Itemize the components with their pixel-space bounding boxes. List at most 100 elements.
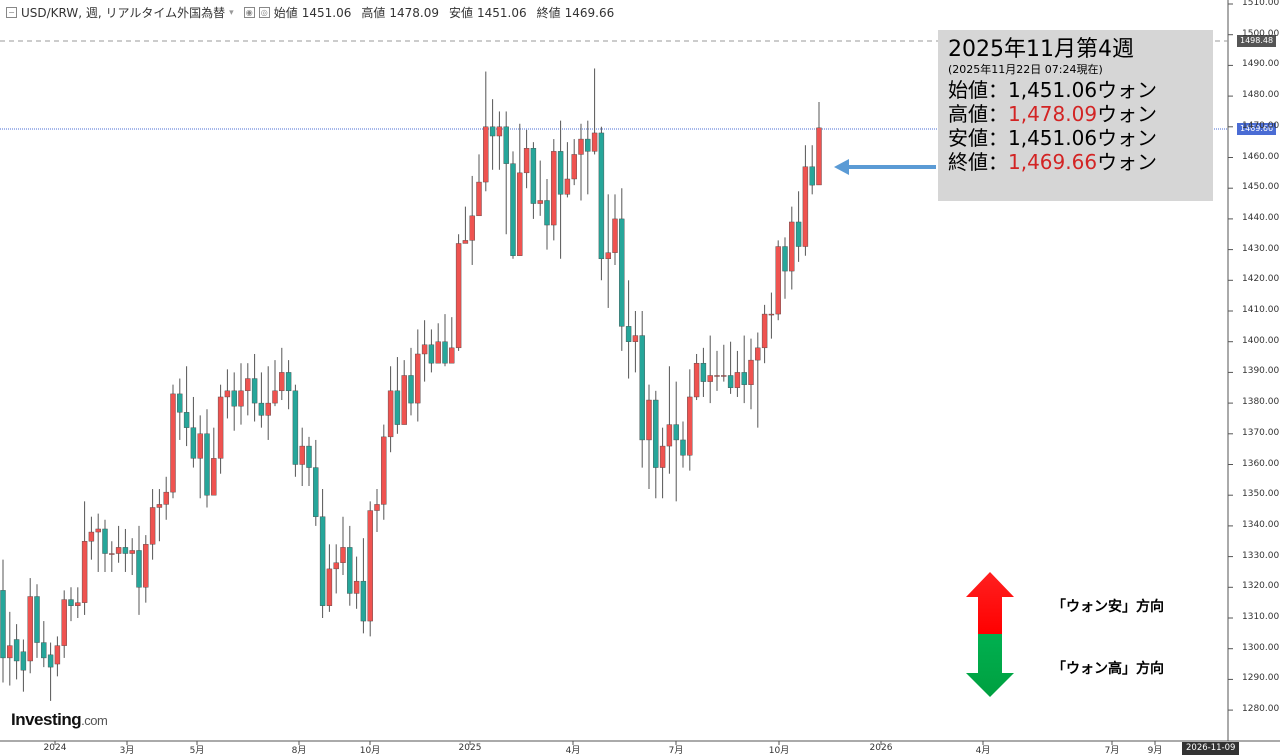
candle-body xyxy=(353,580,360,594)
x-tick-label: 2026 xyxy=(869,743,893,753)
candle-body xyxy=(13,639,20,662)
y-tick-label: 1320.00 xyxy=(1242,581,1280,592)
candle-body xyxy=(795,221,802,247)
open-value: 1451.06 xyxy=(301,5,352,20)
x-tick-label: 2025 xyxy=(458,743,482,753)
candle-body xyxy=(761,313,768,349)
candle xyxy=(347,525,353,606)
candle-body xyxy=(47,654,54,668)
candle-body xyxy=(503,126,509,164)
candle xyxy=(75,587,81,618)
candle xyxy=(279,347,285,401)
candle xyxy=(755,332,761,428)
candle xyxy=(272,360,278,407)
candle-body xyxy=(625,326,632,342)
chevron-down-icon[interactable]: ▾ xyxy=(229,7,234,18)
candle xyxy=(625,280,632,379)
candle xyxy=(183,366,190,447)
candle-body xyxy=(666,424,673,447)
candle xyxy=(598,126,605,281)
candle xyxy=(653,390,659,499)
collapse-icon[interactable]: − xyxy=(6,7,17,18)
candle-body xyxy=(442,341,448,364)
candle xyxy=(469,175,475,265)
candle xyxy=(591,68,598,155)
candle xyxy=(510,151,516,259)
candle xyxy=(258,372,265,428)
candle-body xyxy=(591,132,598,152)
candle xyxy=(421,320,428,382)
candle xyxy=(721,344,727,382)
candle-body xyxy=(292,390,299,465)
candle-body xyxy=(54,645,61,665)
candle-body xyxy=(177,393,183,413)
candle xyxy=(687,369,693,471)
candle-body xyxy=(95,528,101,533)
candle-body xyxy=(129,550,135,554)
candle-body xyxy=(755,347,761,361)
y-tick-label: 1450.00 xyxy=(1242,182,1280,193)
candle xyxy=(530,142,537,219)
candle xyxy=(503,111,509,235)
candle-body xyxy=(741,372,747,385)
candle xyxy=(217,384,224,474)
candle-body xyxy=(428,344,435,364)
candle-body xyxy=(578,138,584,155)
candle xyxy=(292,384,299,477)
candle-body xyxy=(496,126,503,137)
candle xyxy=(612,194,618,265)
candle xyxy=(795,191,802,262)
x-tick-label: 3月 xyxy=(119,746,135,756)
candle-body xyxy=(687,396,693,456)
low-value: 1451.06 xyxy=(477,5,527,20)
candle xyxy=(714,350,720,391)
candle-body xyxy=(734,372,741,388)
candle-body xyxy=(136,550,142,588)
candle xyxy=(809,145,815,195)
candle xyxy=(768,292,775,339)
candle-body xyxy=(598,132,605,260)
dashed-level-price-badge: 1498.48 xyxy=(1237,35,1277,47)
candle xyxy=(435,323,441,364)
candle xyxy=(34,584,40,658)
candle-body xyxy=(306,445,312,468)
candle-body xyxy=(34,596,40,643)
candle xyxy=(149,489,156,560)
info-row-close: 終値：1,469.66ウォン xyxy=(948,150,1158,174)
candle-body xyxy=(646,399,652,441)
x-tick-label: 7月 xyxy=(668,746,684,756)
candle-body xyxy=(285,372,292,392)
candle-body xyxy=(374,504,380,511)
candle-body xyxy=(41,642,47,659)
candle-body xyxy=(102,528,108,554)
y-tick-label: 1430.00 xyxy=(1242,243,1280,254)
candle xyxy=(517,123,523,256)
candle xyxy=(666,366,673,474)
candle xyxy=(646,384,652,490)
candle xyxy=(483,71,489,192)
y-tick-label: 1410.00 xyxy=(1242,305,1280,315)
candle-body xyxy=(782,246,788,272)
candle xyxy=(734,350,741,397)
settings-icon[interactable]: ◎ xyxy=(258,7,270,18)
candle-body xyxy=(476,181,482,217)
week-info-box: 2025年11月第4週 (2025年11月22日 07:24現在) 始値：1,4… xyxy=(938,30,1213,201)
candle-body xyxy=(530,148,537,204)
pointer-arrow-head xyxy=(834,159,849,175)
candle-body xyxy=(605,252,611,260)
candle xyxy=(129,538,135,576)
candle-body xyxy=(680,439,686,456)
y-tick-label: 1350.00 xyxy=(1242,489,1280,500)
y-tick-label: 1310.00 xyxy=(1242,612,1280,622)
candle-body xyxy=(381,436,387,505)
candle-body xyxy=(238,390,244,407)
candle-body xyxy=(313,467,319,517)
candle-body xyxy=(143,544,149,588)
candle xyxy=(13,624,20,680)
candle xyxy=(387,366,394,453)
candle-body xyxy=(768,313,775,316)
candle-body xyxy=(81,541,88,603)
visibility-icon[interactable]: ◉ xyxy=(243,7,255,18)
candle xyxy=(816,101,822,186)
